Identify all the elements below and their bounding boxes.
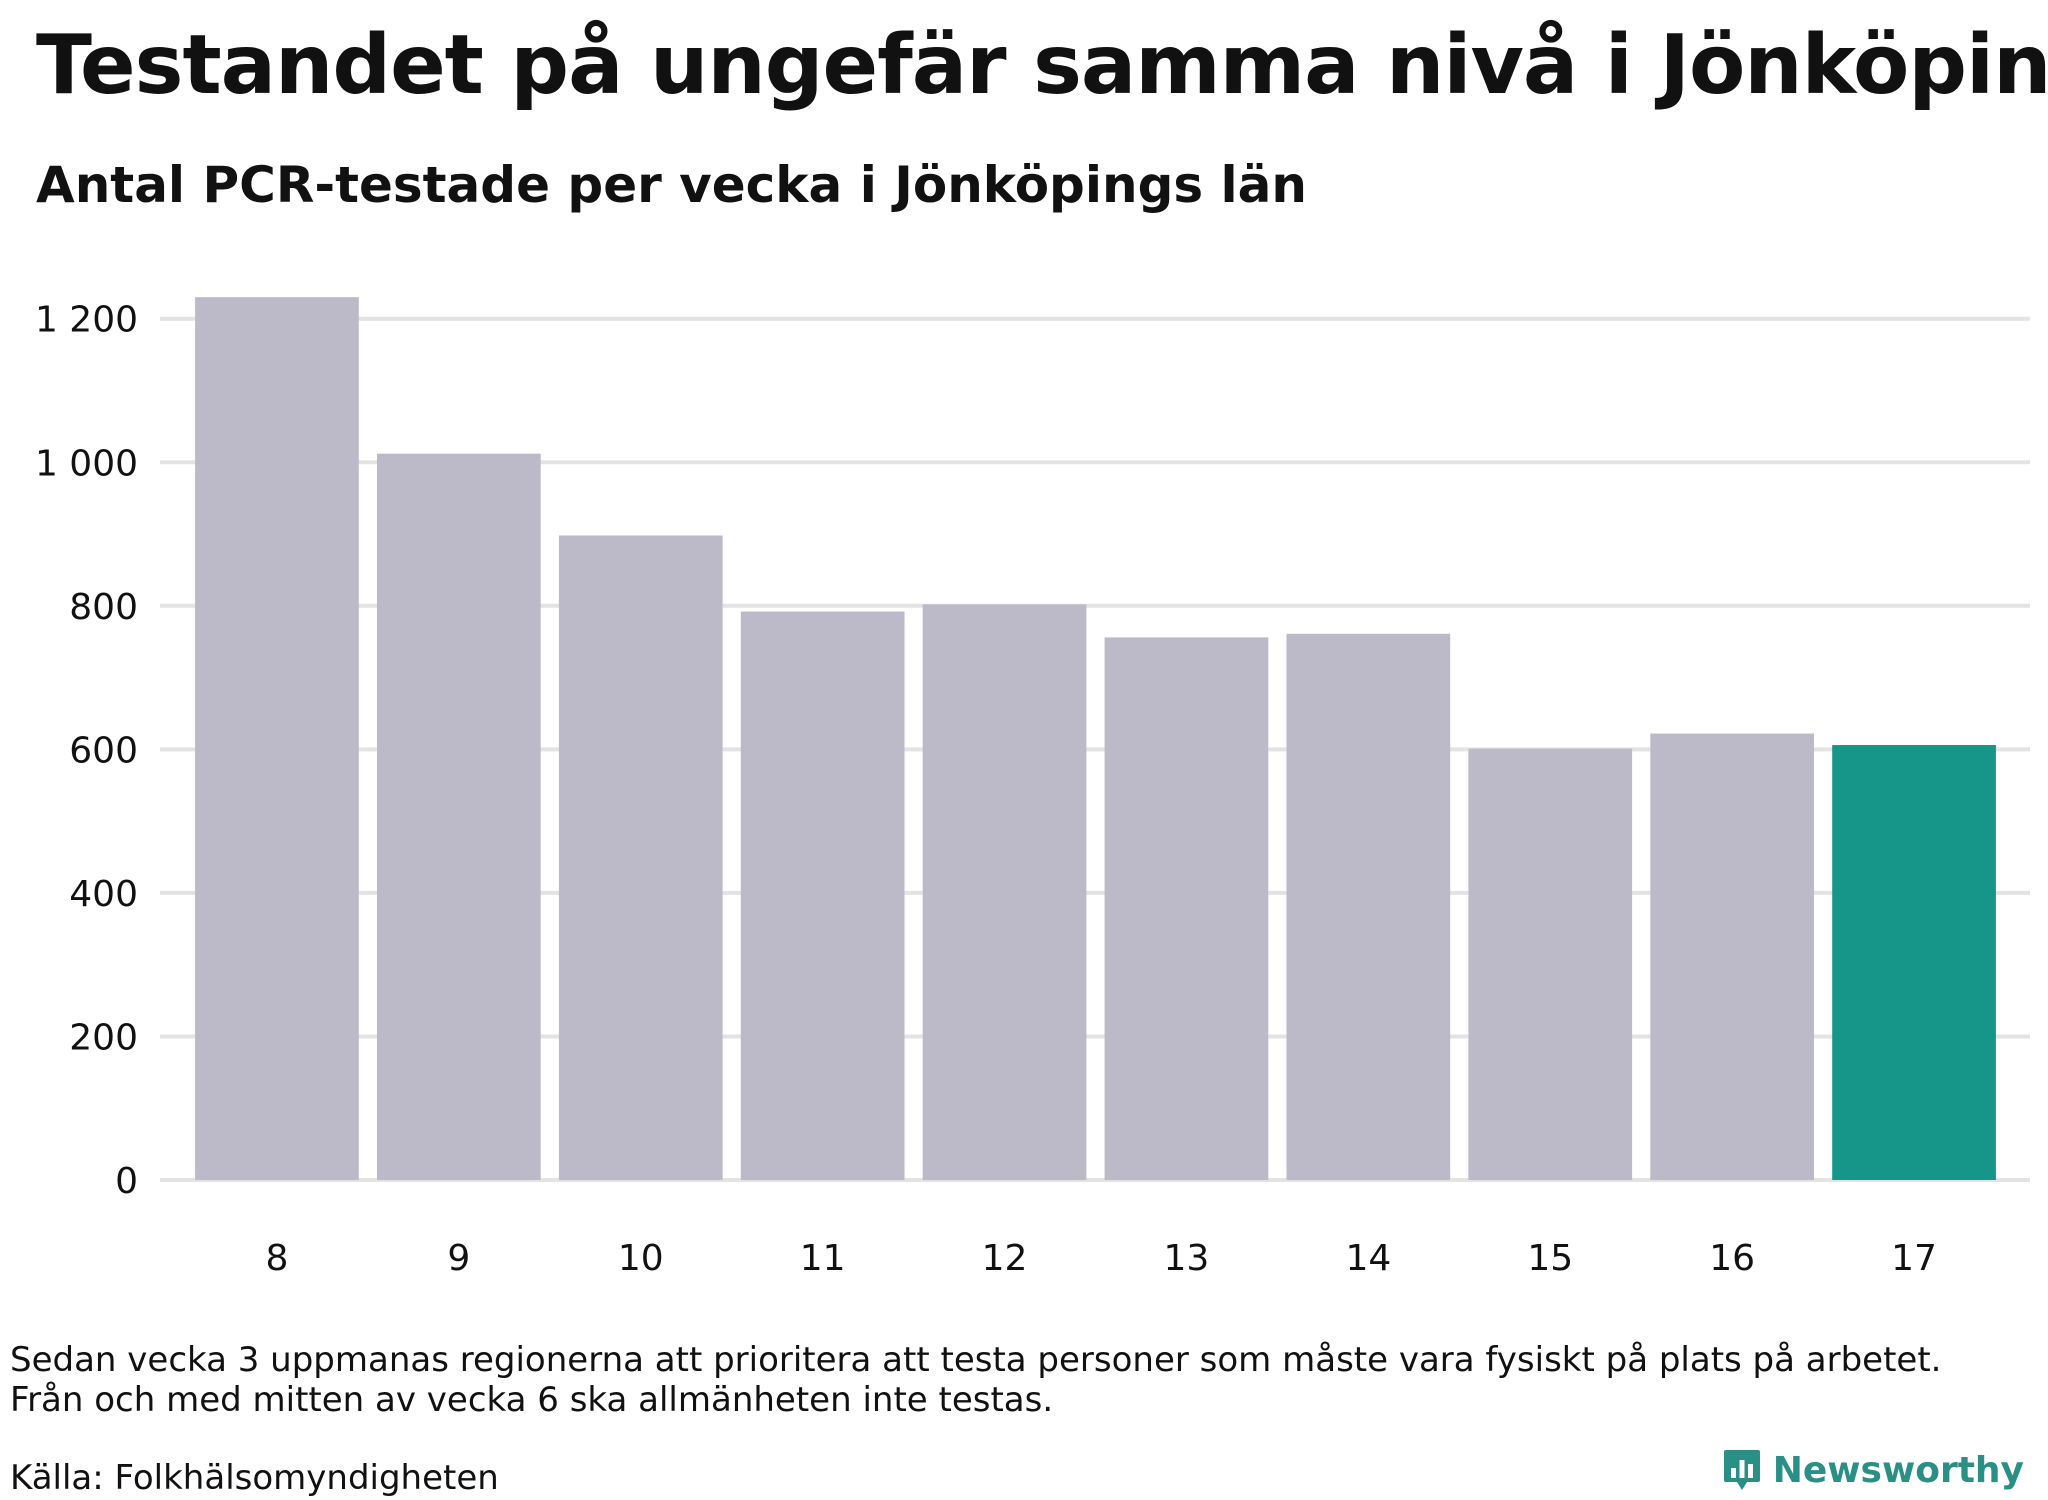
y-tick-label: 200 xyxy=(69,1017,138,1058)
y-tick-label: 0 xyxy=(115,1161,138,1202)
x-tick-label: 10 xyxy=(618,1238,664,1279)
bars xyxy=(195,297,1996,1180)
x-tick-label: 16 xyxy=(1709,1238,1755,1279)
bar-week-8 xyxy=(195,297,359,1180)
x-tick-label: 15 xyxy=(1527,1238,1573,1279)
x-tick-label: 14 xyxy=(1345,1238,1391,1279)
y-tick-label: 400 xyxy=(69,874,138,915)
x-tick-label: 9 xyxy=(447,1238,470,1279)
x-tick-label: 11 xyxy=(800,1238,846,1279)
chart-subtitle: Antal PCR-testade per vecka i Jönköpings… xyxy=(36,156,1308,214)
x-tick-label: 12 xyxy=(982,1238,1028,1279)
x-axis-ticks: 8 9 10 11 12 13 14 15 16 17 xyxy=(265,1238,1936,1279)
bar-week-12 xyxy=(922,604,1087,1180)
footnote-line-2: Från och med mitten av vecka 6 ska allmä… xyxy=(10,1380,1054,1420)
y-tick-label: 1 200 xyxy=(35,300,138,341)
bar-week-15 xyxy=(1468,748,1633,1180)
bar-week-13 xyxy=(1104,637,1269,1180)
y-tick-label: 800 xyxy=(69,587,138,628)
bar-week-9 xyxy=(376,453,541,1180)
bar-week-10 xyxy=(558,535,723,1180)
x-tick-label: 13 xyxy=(1164,1238,1210,1279)
brand-logo: Newsworthy xyxy=(1723,1448,2024,1492)
y-tick-label: 1 000 xyxy=(35,443,138,484)
bar-chart-speech-bubble-icon xyxy=(1723,1450,1760,1490)
bar-week-14 xyxy=(1286,633,1451,1180)
x-tick-label: 8 xyxy=(265,1238,288,1279)
y-axis-ticks: 0 200 400 600 800 1 000 1 200 xyxy=(35,300,138,1202)
bar-week-16 xyxy=(1650,733,1815,1180)
footnote-line-1: Sedan vecka 3 uppmanas regionerna att pr… xyxy=(10,1340,1942,1380)
source-text: Källa: Folkhälsomyndigheten xyxy=(10,1458,499,1498)
chart-title: Testandet på ungefär samma nivå i Jönköp… xyxy=(36,18,2048,113)
brand-name: Newsworthy xyxy=(1772,1449,2024,1491)
bar-week-11 xyxy=(740,611,905,1180)
x-tick-label: 17 xyxy=(1891,1238,1937,1279)
y-tick-label: 600 xyxy=(69,730,138,771)
bar-week-17 xyxy=(1832,745,1996,1180)
footnote: Sedan vecka 3 uppmanas regionerna att pr… xyxy=(10,1340,2030,1420)
bar-chart: 0 200 400 600 800 1 000 1 200 8 9 10 11 12 13 14 15 16… xyxy=(35,297,2030,1279)
